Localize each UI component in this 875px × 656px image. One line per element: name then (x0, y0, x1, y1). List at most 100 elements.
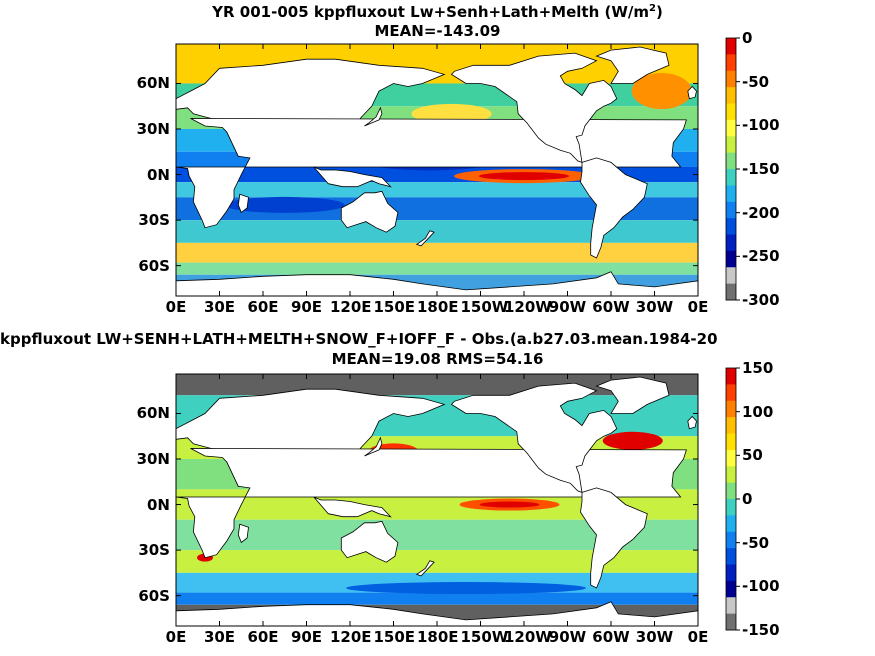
colorbar-segment (726, 103, 736, 121)
lat-label: 60S (138, 256, 170, 275)
colorbar-segment (726, 482, 736, 500)
lat-label: 30N (136, 450, 170, 468)
colorbar-segment (726, 417, 736, 434)
colorbar-segment (726, 466, 736, 484)
land-antarctica (176, 601, 698, 626)
colorbar-label: -150 (742, 160, 780, 178)
lon-label: 60W (592, 298, 630, 316)
lat-label: 0N (147, 165, 170, 184)
lon-label: 120E (330, 298, 372, 316)
colorbar-segment (726, 234, 736, 252)
colorbar-label: 150 (742, 359, 774, 377)
panel1-title-close: ) (655, 3, 663, 21)
colorbar-segment (726, 548, 736, 565)
colorbar-label: -200 (742, 203, 780, 222)
colorbar-segment (726, 218, 736, 235)
colorbar-segment (726, 250, 736, 268)
diff-band-8 (176, 592, 698, 605)
colorbar-segment (726, 433, 736, 451)
colorbar-segment (726, 152, 736, 170)
colorbar-segment (726, 136, 736, 154)
lat-label: 60S (138, 586, 170, 605)
lon-label: 150E (373, 298, 416, 316)
lon-label: 60E (247, 298, 279, 316)
land-samerica (580, 157, 648, 259)
panel1-title-text: YR 001-005 kppfluxout Lw+Senh+Lath+Melth… (212, 3, 649, 21)
colorbar-label: 0 (742, 29, 753, 47)
equatorial-pacific-bias-core (479, 501, 540, 508)
map-panel-2 (175, 367, 740, 631)
colorbar-segment (726, 87, 736, 104)
panel1-title-superscript: 2 (648, 3, 656, 14)
colorbar-label: 50 (742, 446, 763, 465)
lat-label: 0N (147, 495, 170, 514)
panel1-title: YR 001-005 kppfluxout Lw+Senh+Lath+Melth… (0, 0, 875, 21)
lat-label: 30N (136, 120, 170, 138)
colorbar-label: -100 (742, 116, 780, 135)
lon-label: 0E (165, 298, 187, 316)
colorbar-segment (726, 613, 736, 631)
lon-label: 90W (548, 298, 587, 316)
colorbar-segment (726, 267, 736, 285)
land-madagascar (237, 523, 249, 544)
lon-label: 90W (548, 628, 587, 646)
gulf-stream-bias (602, 431, 663, 450)
panel2-subtitle: MEAN=19.08 RMS=54.16 (331, 350, 544, 368)
land-australia (340, 520, 399, 563)
colorbar-segment (726, 185, 736, 203)
colorbar-label: 0 (742, 490, 753, 508)
diff-band-6 (176, 550, 698, 573)
colorbar-segment (726, 368, 736, 385)
flux-band-8 (176, 220, 698, 243)
land-indonesia (313, 496, 392, 518)
colorbar-label: -50 (742, 533, 770, 552)
colorbar-segment (726, 54, 736, 72)
indian-ocean-feature (224, 196, 345, 213)
colorbar-segment (726, 597, 736, 615)
land-antarctica (176, 271, 698, 296)
lat-label: 30S (138, 211, 170, 230)
lon-label: 0E (687, 298, 709, 316)
lon-label: 60E (247, 628, 279, 646)
land-newzealand (415, 560, 435, 577)
lon-label: 180E (417, 628, 459, 646)
land-indonesia (313, 166, 392, 188)
land-uk (687, 85, 697, 100)
colorbar-label: -250 (742, 247, 780, 266)
lon-label: 30E (203, 298, 236, 316)
map-panel-1 (175, 37, 740, 301)
lon-label: 30W (635, 628, 674, 646)
north-atlantic-feature (631, 73, 692, 110)
lon-label: 120W (504, 628, 552, 646)
lon-label: 120E (330, 628, 372, 646)
colorbar-label: -300 (742, 291, 780, 309)
land-newzealand (415, 230, 435, 247)
colorbar-label: -150 (742, 621, 780, 639)
land-madagascar (237, 193, 249, 214)
flux-band-10 (176, 262, 698, 275)
panel2-title: kppfluxout LW+SENH+LATH+MELTH+SNOW_F+IOF… (0, 330, 718, 348)
lon-label: 30E (203, 628, 236, 646)
land-greenland (595, 46, 670, 84)
southern-ocean-bias (346, 582, 586, 595)
colorbar-segment (726, 400, 736, 418)
lon-label: 120W (504, 298, 552, 316)
land-namerica (450, 382, 618, 493)
colorbar-segment (726, 70, 736, 88)
lat-label: 60N (136, 404, 170, 423)
colorbar-segment (726, 531, 736, 549)
lon-label: 90E (290, 628, 323, 646)
colorbar-segment (726, 449, 736, 467)
land-australia (340, 190, 399, 233)
colorbar-segment (726, 201, 736, 219)
colorbar-label: 100 (742, 402, 774, 421)
land-namerica (450, 52, 618, 163)
cold-tongue-core (479, 172, 569, 181)
lon-label: 150W (460, 628, 509, 646)
colorbar-segment (726, 499, 736, 516)
colorbar-segment (726, 564, 736, 582)
flux-band-6 (176, 182, 698, 198)
land-japan (364, 106, 383, 127)
lon-label: 180E (417, 298, 459, 316)
